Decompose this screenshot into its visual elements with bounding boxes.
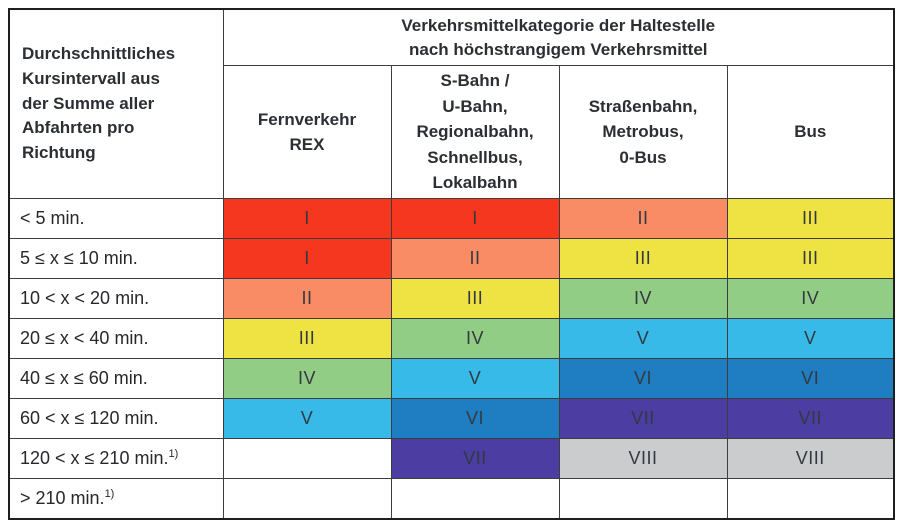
category-cell [726, 478, 895, 520]
category-cell [390, 478, 560, 520]
table-row: < 5 min. I I II III [8, 198, 895, 239]
category-cell: IV [390, 318, 560, 359]
row-label: 10 < x < 20 min. [8, 278, 224, 319]
category-cell: VIII [558, 438, 728, 479]
category-cell: VI [390, 398, 560, 439]
header-group-row: Durchschnittliches Kursintervall aus der… [8, 8, 895, 199]
row-label: > 210 min.1) [8, 478, 224, 520]
category-cell: V [390, 358, 560, 399]
row-label: 60 < x ≤ 120 min. [8, 398, 224, 439]
category-cell [558, 478, 728, 520]
category-cell [222, 478, 392, 520]
header-columns-row: Fernverkehr REX S-Bahn / U-Bahn, Regiona… [9, 65, 895, 199]
row-label-text: 10 < x < 20 min. [20, 288, 150, 308]
row-label-text: 20 ≤ x < 40 min. [20, 328, 149, 348]
service-interval-category-table: Durchschnittliches Kursintervall aus der… [8, 8, 896, 520]
category-cell: I [390, 198, 560, 239]
row-label: < 5 min. [8, 198, 224, 239]
category-cell: I [222, 238, 392, 279]
column-header-sbahn-ubahn: S-Bahn / U-Bahn, Regionalbahn, Schnellbu… [390, 65, 560, 199]
category-cell: IV [222, 358, 392, 399]
table-row: 10 < x < 20 min. II III IV IV [8, 278, 895, 319]
category-cell: IV [558, 278, 728, 319]
table-row: 20 ≤ x < 40 min. III IV V V [8, 318, 895, 359]
category-cell: III [558, 238, 728, 279]
category-cell: VIII [726, 438, 895, 479]
row-label: 40 ≤ x ≤ 60 min. [8, 358, 224, 399]
category-cell: V [222, 398, 392, 439]
category-cell: III [390, 278, 560, 319]
row-label-text: 5 ≤ x ≤ 10 min. [20, 248, 138, 268]
category-cell: V [558, 318, 728, 359]
category-cell: II [558, 198, 728, 239]
category-cell: VI [558, 358, 728, 399]
column-group-header: Verkehrsmittelkategorie der Haltestelle … [222, 8, 895, 66]
row-label: 120 < x ≤ 210 min.1) [8, 438, 224, 479]
table-row: 40 ≤ x ≤ 60 min. IV V VI VI [8, 358, 895, 399]
category-cell: III [726, 198, 895, 239]
row-label: 20 ≤ x < 40 min. [8, 318, 224, 359]
footnote-marker: 1) [168, 448, 179, 460]
category-cell: VII [558, 398, 728, 439]
footnote-marker: 1) [104, 488, 115, 500]
category-cell: III [726, 238, 895, 279]
table-row: > 210 min.1) [8, 478, 895, 520]
row-label-text: 120 < x ≤ 210 min. [20, 448, 169, 468]
row-label-text: 60 < x ≤ 120 min. [20, 408, 159, 428]
column-header-fernverkehr-rex: Fernverkehr REX [222, 65, 392, 199]
row-axis-header: Durchschnittliches Kursintervall aus der… [8, 8, 224, 199]
table-row: 60 < x ≤ 120 min. V VI VII VII [8, 398, 895, 439]
category-cell: IV [726, 278, 895, 319]
category-cell: I [222, 198, 392, 239]
column-header-strassenbahn-metrobus: Straßenbahn, Metrobus, 0-Bus [558, 65, 728, 199]
category-cell: V [726, 318, 895, 359]
row-label-text: > 210 min. [20, 488, 105, 508]
table-row: 120 < x ≤ 210 min.1) VII VIII VIII [8, 438, 895, 479]
category-cell: VII [726, 398, 895, 439]
column-header-bus: Bus [726, 65, 895, 199]
category-cell: II [222, 278, 392, 319]
category-cell: II [390, 238, 560, 279]
category-cell: III [222, 318, 392, 359]
category-cell: VII [390, 438, 560, 479]
row-label-text: 40 ≤ x ≤ 60 min. [20, 368, 148, 388]
category-cell [222, 438, 392, 479]
row-label: 5 ≤ x ≤ 10 min. [8, 238, 224, 279]
category-cell: VI [726, 358, 895, 399]
row-label-text: < 5 min. [20, 208, 85, 228]
table-row: 5 ≤ x ≤ 10 min. I II III III [8, 238, 895, 279]
